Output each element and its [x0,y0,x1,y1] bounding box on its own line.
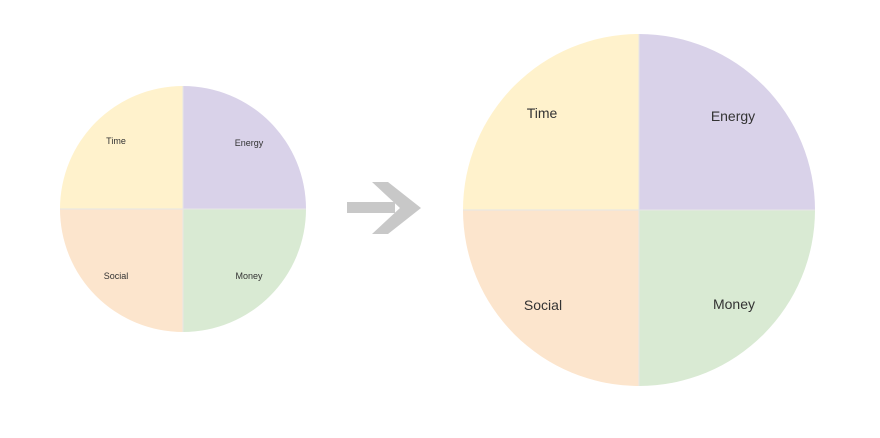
large-pie: Time Energy Social Money [463,34,815,386]
small-label-time: Time [106,136,126,146]
small-label-social: Social [104,271,129,281]
small-pie: Time Energy Social Money [60,86,306,332]
large-quadrant-money [639,210,815,386]
small-label-energy: Energy [235,138,264,148]
large-quadrant-social [463,210,639,386]
large-label-time: Time [527,105,558,121]
small-quadrant-time [60,86,183,209]
large-quadrant-time [463,34,639,210]
large-label-money: Money [713,296,755,312]
small-quadrant-social [60,209,183,332]
small-label-money: Money [235,271,263,281]
large-label-social: Social [524,297,562,313]
right-arrow-icon [347,182,421,234]
small-quadrant-energy [183,86,306,209]
large-quadrant-energy [639,34,815,210]
large-label-energy: Energy [711,108,755,124]
small-quadrant-money [183,209,306,332]
